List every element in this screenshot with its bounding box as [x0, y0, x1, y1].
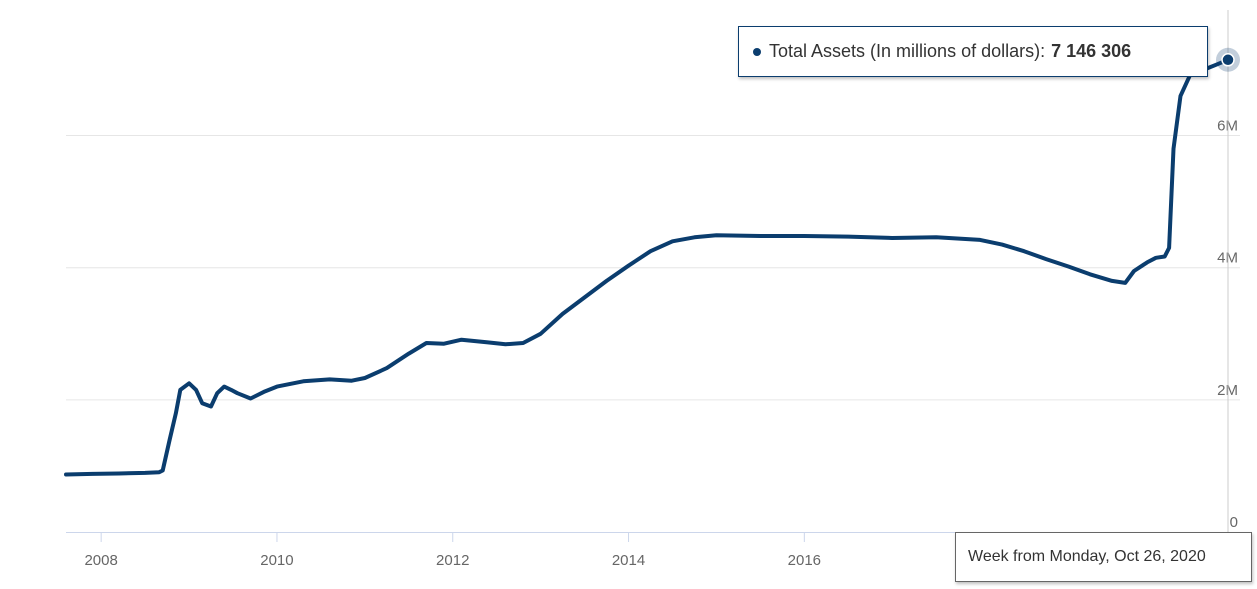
data-point-36[interactable]: [627, 264, 630, 268]
data-point-2[interactable]: [117, 472, 121, 475]
data-point-53[interactable]: [1123, 281, 1127, 285]
data-point-40[interactable]: [714, 233, 718, 237]
data-point-39[interactable]: [693, 235, 696, 239]
data-point-17[interactable]: [249, 397, 253, 400]
data-point-37[interactable]: [649, 249, 652, 253]
data-point-60[interactable]: [1179, 94, 1182, 98]
tooltip-series-label: Total Assets (In millions of dollars):: [769, 41, 1046, 61]
data-point-38[interactable]: [671, 239, 674, 243]
data-point-22[interactable]: [350, 379, 354, 383]
data-point-41[interactable]: [758, 234, 762, 238]
data-point-18[interactable]: [262, 390, 266, 394]
data-point-9[interactable]: [187, 381, 191, 385]
data-point-59[interactable]: [1172, 147, 1175, 151]
y-tick-label-0: 0: [1230, 514, 1238, 531]
data-point-21[interactable]: [328, 377, 332, 381]
data-point-8[interactable]: [178, 388, 182, 392]
series-line-0[interactable]: [64, 57, 1230, 477]
x-tick-label-1: 2010: [260, 552, 293, 569]
hover-marker: [1216, 10, 1240, 532]
data-point-50[interactable]: [1066, 264, 1070, 268]
x-tick-label-0: 2008: [84, 552, 117, 569]
x-tick-label-2: 2012: [436, 552, 469, 569]
data-point-29[interactable]: [486, 340, 490, 344]
data-point-43[interactable]: [846, 235, 850, 239]
data-point-51[interactable]: [1088, 272, 1092, 276]
data-point-5[interactable]: [161, 469, 165, 472]
data-point-20[interactable]: [301, 379, 305, 383]
data-point-34[interactable]: [583, 295, 587, 299]
data-point-23[interactable]: [363, 376, 367, 380]
gridlines: [66, 135, 1240, 401]
x-tick-label-4: 2016: [788, 552, 821, 569]
data-point-49[interactable]: [1044, 257, 1048, 261]
data-point-47[interactable]: [1000, 243, 1004, 247]
data-point-56[interactable]: [1154, 256, 1158, 260]
series-group[interactable]: [64, 57, 1230, 477]
data-point-63[interactable]: [1216, 62, 1219, 66]
hover-point[interactable]: [1221, 53, 1235, 67]
data-point-54[interactable]: [1132, 269, 1136, 273]
data-point-24[interactable]: [385, 366, 389, 370]
data-point-33[interactable]: [561, 312, 565, 316]
data-point-44[interactable]: [890, 236, 894, 240]
data-point-31[interactable]: [521, 341, 525, 345]
data-point-52[interactable]: [1110, 279, 1114, 283]
data-point-42[interactable]: [802, 234, 806, 238]
data-point-32[interactable]: [539, 332, 543, 336]
data-point-0[interactable]: [64, 473, 68, 476]
data-point-45[interactable]: [934, 235, 938, 239]
data-point-55[interactable]: [1145, 260, 1149, 264]
data-point-4[interactable]: [157, 470, 161, 474]
data-point-28[interactable]: [460, 338, 463, 342]
data-point-15[interactable]: [229, 388, 233, 392]
data-point-14[interactable]: [222, 385, 226, 389]
data-point-16[interactable]: [235, 391, 239, 395]
x-tooltip: Week from Monday, Oct 26, 2020: [955, 532, 1252, 582]
tooltip-series-dot: [753, 47, 761, 56]
data-point-12[interactable]: [209, 405, 213, 408]
data-point-19[interactable]: [275, 385, 279, 389]
data-point-25[interactable]: [407, 352, 411, 356]
data-point-26[interactable]: [424, 341, 428, 345]
x-tick-label-3: 2014: [612, 552, 645, 569]
tooltip-value: 7 146 306: [1051, 41, 1132, 61]
data-point-30[interactable]: [504, 342, 507, 346]
data-point-1[interactable]: [90, 472, 94, 476]
data-point-7[interactable]: [174, 411, 178, 415]
value-tooltip: Total Assets (In millions of dollars): 7…: [738, 26, 1208, 77]
data-point-58[interactable]: [1167, 246, 1171, 250]
x-tooltip-label: Week from Monday, Oct 26, 2020: [968, 548, 1206, 565]
data-point-10[interactable]: [194, 388, 198, 392]
data-point-27[interactable]: [442, 342, 446, 346]
data-point-13[interactable]: [215, 391, 219, 395]
data-point-48[interactable]: [1022, 249, 1026, 253]
data-point-57[interactable]: [1163, 255, 1167, 258]
data-point-6[interactable]: [168, 438, 172, 441]
data-point-35[interactable]: [605, 279, 609, 283]
data-point-11[interactable]: [200, 401, 204, 405]
data-point-46[interactable]: [978, 238, 982, 242]
data-point-3[interactable]: [143, 471, 147, 475]
